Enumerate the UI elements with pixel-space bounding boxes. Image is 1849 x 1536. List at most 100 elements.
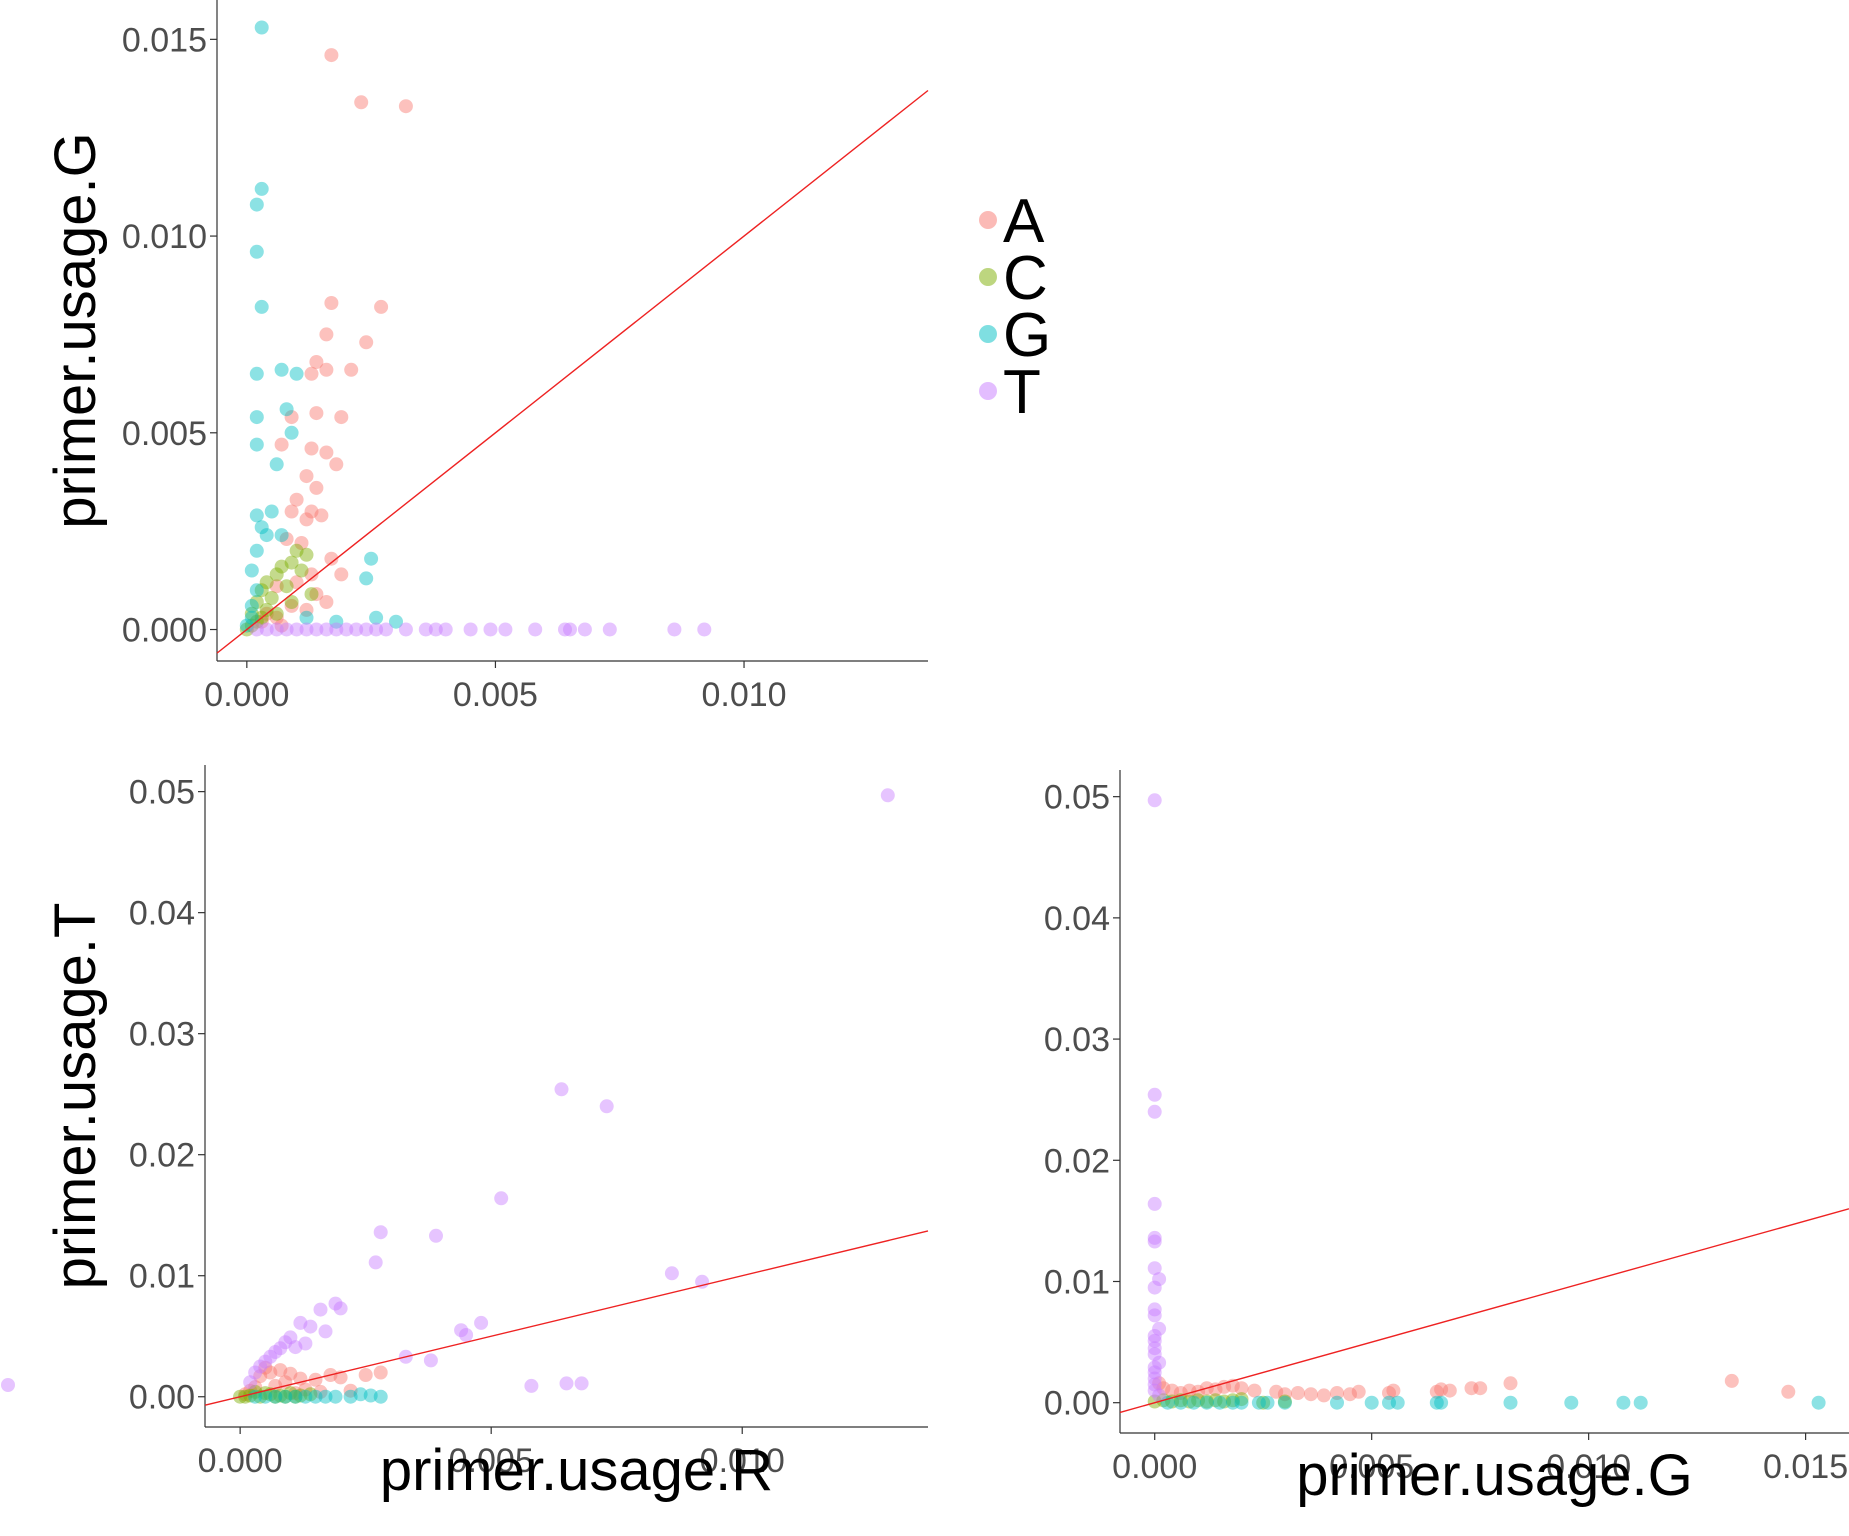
point-T (459, 1328, 474, 1342)
point-C (1256, 1395, 1271, 1410)
point-T (1147, 1371, 1162, 1386)
point-G (1186, 1395, 1201, 1410)
point-T (329, 622, 344, 637)
point-T (379, 622, 393, 637)
point-G (1503, 1395, 1518, 1410)
point-A (1434, 1382, 1449, 1397)
point-A (1152, 1376, 1167, 1391)
point-A (1208, 1382, 1223, 1397)
point-T (695, 1274, 710, 1289)
point-A (309, 480, 324, 495)
point-G (264, 504, 279, 519)
point-T (288, 1340, 303, 1355)
point-T (333, 1301, 348, 1316)
point-A (304, 504, 319, 519)
point-T (429, 1228, 443, 1243)
point-G (363, 1388, 378, 1403)
point-A (258, 1360, 273, 1375)
point-T (463, 622, 478, 637)
point-T (1, 1378, 15, 1392)
point-T (554, 1082, 569, 1097)
point-T (1152, 1388, 1167, 1403)
point-G (248, 1389, 263, 1404)
point-T (1147, 1360, 1162, 1375)
point-G (254, 181, 269, 196)
point-A (254, 614, 269, 629)
y-tick-label: 0.02 (1044, 1142, 1110, 1180)
point-G (1616, 1395, 1631, 1410)
point-T (418, 622, 433, 637)
point-G (254, 520, 269, 535)
point-A (343, 1383, 358, 1398)
point-G (1225, 1395, 1240, 1410)
point-T (438, 622, 453, 637)
point-G (1212, 1395, 1227, 1410)
x-axis-title: primer.usage.G (1296, 1443, 1693, 1508)
point-G (284, 425, 299, 440)
point-T (880, 788, 895, 803)
y-tick-label: 0.00 (1044, 1385, 1110, 1423)
point-A (299, 512, 314, 527)
point-G (249, 583, 264, 598)
point-T (483, 622, 498, 637)
point-A (274, 618, 289, 633)
point-G (1330, 1395, 1344, 1410)
x-tick-label: 0.000 (204, 676, 289, 714)
point-G (1251, 1395, 1266, 1410)
y-tick-label: 0.04 (129, 895, 195, 933)
point-T (423, 1353, 438, 1368)
point-T (1152, 1355, 1167, 1370)
point-A (273, 1363, 288, 1378)
point-T (1147, 1261, 1162, 1276)
point-G (1390, 1395, 1405, 1410)
point-T (318, 1324, 333, 1339)
y-axis-title: primer.usage.G (43, 132, 108, 529)
point-T (1147, 1347, 1162, 1362)
x-tick-label: 0.005 (453, 676, 538, 714)
point-A (283, 1366, 298, 1381)
point-C (264, 591, 279, 605)
point-G (1173, 1395, 1188, 1410)
point-T (293, 1315, 308, 1330)
point-G (298, 1389, 313, 1404)
point-T (1147, 793, 1162, 808)
point-T (667, 622, 682, 637)
x-tick-label: 0.010 (700, 1442, 785, 1480)
point-T (1152, 1272, 1167, 1287)
point-T (1147, 1333, 1162, 1348)
point-T (313, 1302, 328, 1317)
point-T (253, 1359, 268, 1374)
point-T (1147, 1196, 1162, 1211)
point-A (253, 1369, 268, 1384)
point-T (599, 1099, 614, 1114)
legend-label-C: C (1003, 244, 1048, 313)
point-G (1434, 1395, 1449, 1410)
point-C (284, 595, 299, 609)
point-T (574, 1376, 589, 1391)
points (233, 788, 895, 1404)
point-T (298, 1336, 313, 1351)
point-A (284, 598, 299, 613)
point-C (288, 1389, 303, 1404)
legend-key-G (979, 325, 997, 343)
point-A (1303, 1387, 1318, 1402)
point-G (274, 362, 289, 377)
point-T (1147, 1087, 1162, 1102)
point-A (304, 441, 319, 456)
point-A (359, 335, 374, 350)
point-C (259, 575, 274, 590)
point-A (398, 99, 413, 114)
point-C (248, 1384, 263, 1399)
point-T (494, 1191, 509, 1206)
point-A (304, 567, 319, 582)
point-T (249, 622, 264, 637)
point-G (269, 457, 284, 472)
x-tick-label: 0.010 (701, 676, 786, 714)
point-G (1811, 1395, 1826, 1410)
point-A (1464, 1381, 1479, 1396)
point-T (359, 622, 374, 637)
point-A (299, 602, 314, 617)
point-G (254, 299, 269, 314)
point-G (278, 1389, 293, 1404)
point-G (288, 1389, 303, 1404)
